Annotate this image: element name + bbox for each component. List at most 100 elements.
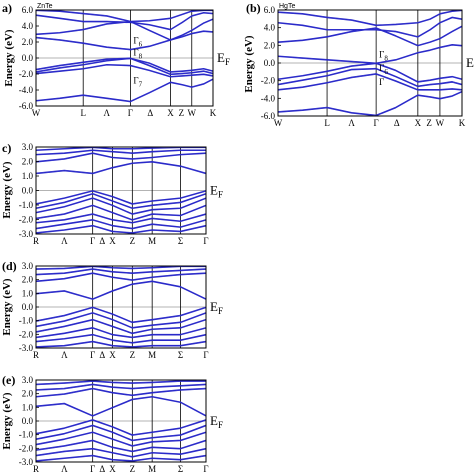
- y-tick-label: 0.0: [22, 53, 34, 63]
- band-line: [277, 25, 463, 46]
- k-point-label: Γ: [203, 236, 208, 246]
- k-point-label: X: [415, 118, 422, 128]
- band-line: [35, 12, 214, 31]
- band-line: [35, 447, 207, 457]
- symmetry-subscript: 6: [384, 68, 388, 76]
- band-line: [35, 312, 207, 329]
- y-tick-label: -2.0: [19, 329, 34, 339]
- panel-0: -6.0-4.0-2.00.02.04.06.0W L Λ Γ Δ X Z W KEnergy …: [2, 1, 230, 118]
- band-line: [35, 78, 214, 102]
- y-tick-label: 2.0: [22, 37, 34, 47]
- band-line: [35, 281, 207, 300]
- panel-label: (e): [2, 373, 15, 387]
- band-line: [277, 67, 463, 87]
- band-line: [35, 340, 207, 348]
- y-tick-label: 0.0: [22, 302, 34, 312]
- y-tick-label: 1.0: [22, 171, 34, 181]
- y-tick-label: 2.0: [264, 40, 276, 50]
- y-tick-label: -4.0: [19, 85, 34, 95]
- k-point-label: Γ: [90, 236, 95, 246]
- band-line: [35, 425, 207, 442]
- y-tick-label: 0.0: [264, 58, 276, 68]
- y-tick-label: 2.0: [22, 275, 34, 285]
- band-line: [35, 147, 206, 152]
- k-point-label: X: [167, 108, 174, 118]
- y-tick-label: -2.0: [19, 69, 34, 79]
- fermi-subscript: F: [218, 420, 223, 430]
- panel-4: -3.0-2.0-1.00.01.02.03.0R Λ Γ Δ X Z M Σ ΓEnergy …: [1, 373, 223, 474]
- band-line: [35, 424, 207, 441]
- k-point-label: Δ: [99, 236, 105, 246]
- k-point-label: X: [109, 464, 116, 474]
- k-point-label: R: [33, 350, 39, 360]
- k-point-label: W: [274, 118, 283, 128]
- band-line: [277, 44, 463, 65]
- y-axis-label: Energy (eV): [3, 29, 15, 86]
- y-tick-label: -4.0: [261, 93, 276, 103]
- band-line: [35, 190, 207, 205]
- material-label: HgTe: [279, 3, 295, 10]
- band-line: [35, 319, 207, 335]
- band-line: [35, 268, 207, 275]
- band-line: [35, 57, 214, 75]
- y-tick-label: 3.0: [22, 375, 34, 385]
- symmetry-annotation: Γ6: [379, 63, 388, 76]
- band-line: [35, 312, 207, 328]
- band-line: [35, 419, 207, 436]
- band-line: [277, 9, 463, 26]
- band-line: [277, 62, 463, 82]
- k-point-label: Σ: [178, 236, 183, 246]
- band-line: [35, 19, 214, 41]
- y-tick-label: -2.0: [19, 443, 34, 453]
- band-line: [277, 17, 463, 38]
- band-line: [35, 204, 207, 220]
- k-point-label: Δ: [99, 350, 105, 360]
- band-line: [35, 432, 207, 447]
- y-axis-label: Energy (eV): [1, 392, 13, 449]
- band-line: [35, 197, 207, 215]
- y-tick-label: -6.0: [19, 101, 34, 111]
- k-point-label: Λ: [348, 118, 355, 128]
- band-line: [35, 149, 206, 155]
- panel-label: c): [2, 141, 11, 155]
- band-line: [35, 455, 207, 462]
- band-line: [35, 224, 207, 234]
- k-point-label: X: [109, 350, 116, 360]
- y-tick-label: 4.0: [264, 23, 276, 33]
- k-point-label: Λ: [104, 108, 111, 118]
- band-line: [35, 79, 214, 103]
- band-line: [35, 273, 207, 283]
- y-tick-label: 2.0: [22, 389, 34, 399]
- band-line: [35, 280, 207, 300]
- band-line: [35, 213, 207, 223]
- symmetry-annotation: Γ8: [379, 50, 388, 63]
- band-line: [35, 31, 214, 51]
- band-line: [35, 439, 207, 452]
- k-point-label: Γ: [374, 118, 379, 128]
- symmetry-subscript: 8: [139, 53, 143, 61]
- y-axis-label: Energy (eV): [243, 35, 255, 92]
- band-line: [35, 306, 207, 323]
- band-line: [35, 219, 207, 229]
- fermi-subscript: F: [218, 190, 223, 200]
- band-line: [277, 73, 463, 90]
- y-tick-label: 3.0: [22, 142, 34, 152]
- k-point-label: L: [324, 118, 330, 128]
- k-point-label: W: [436, 118, 445, 128]
- y-tick-label: -2.0: [261, 76, 276, 86]
- k-point-label: Γ: [90, 350, 95, 360]
- y-tick-label: -3.0: [19, 457, 34, 467]
- k-point-label: X: [109, 236, 116, 246]
- band-line: [35, 161, 207, 175]
- fermi-label: EF: [210, 413, 223, 430]
- band-line: [35, 440, 207, 453]
- k-point-label: Z: [426, 118, 432, 128]
- k-point-label: M: [148, 236, 156, 246]
- k-point-label: Z: [130, 464, 136, 474]
- k-point-label: Γ: [90, 464, 95, 474]
- band-line: [35, 272, 207, 282]
- k-point-label: Σ: [178, 464, 183, 474]
- band-line: [35, 387, 207, 397]
- y-tick-label: 4.0: [22, 21, 34, 31]
- fermi-label: EF: [217, 50, 230, 67]
